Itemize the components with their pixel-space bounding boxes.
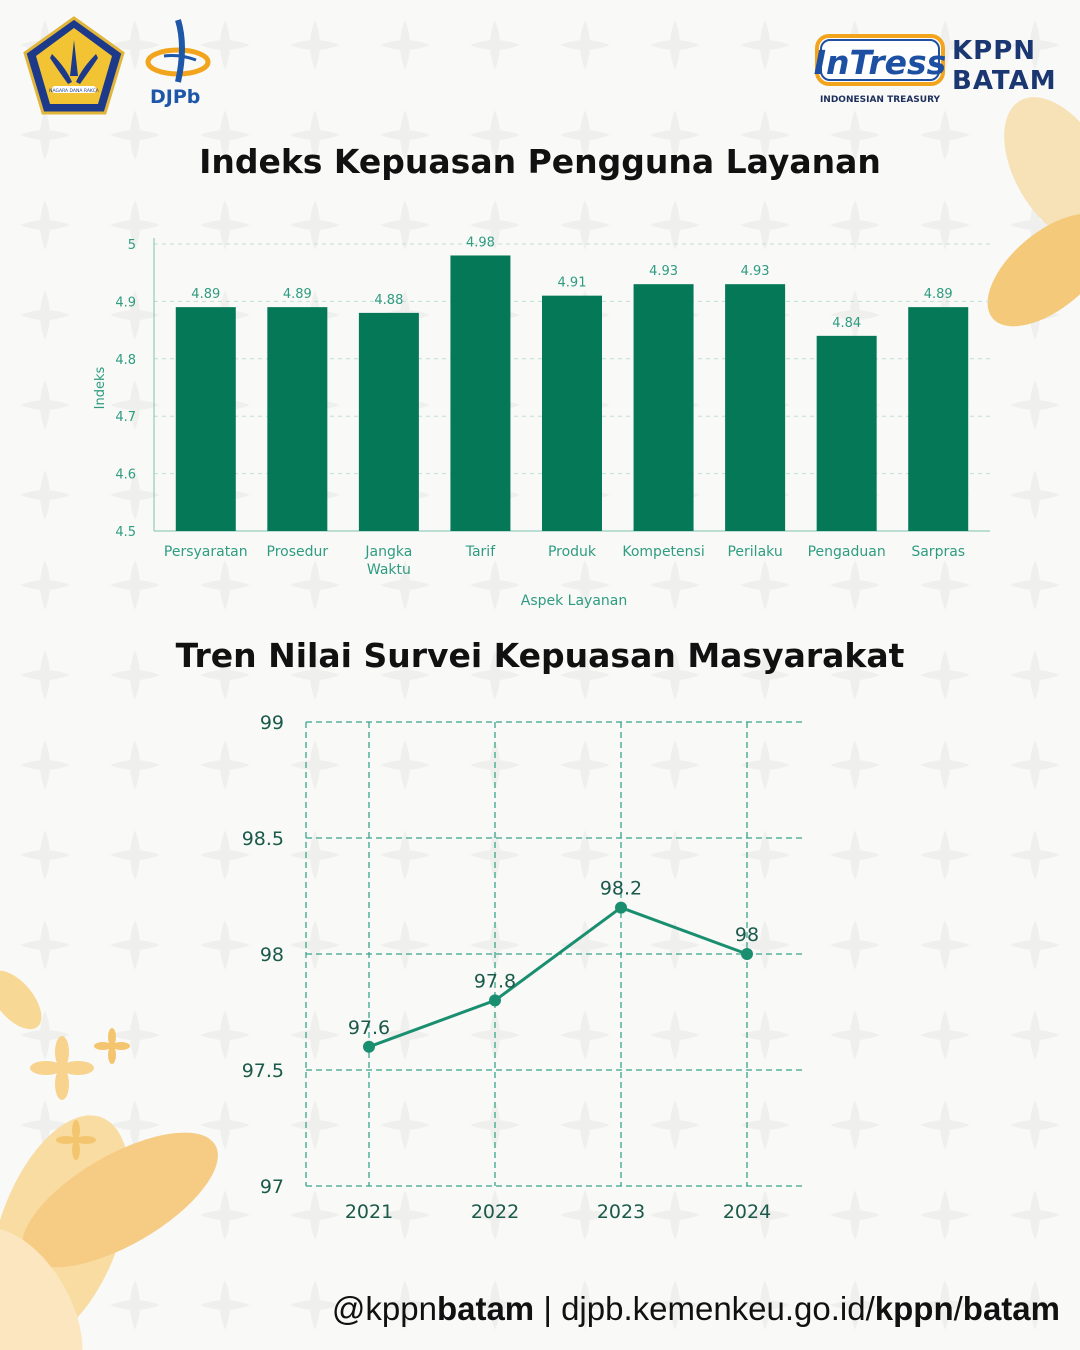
bar-value-label: 4.98 — [466, 235, 495, 250]
intress-logo: InTress INDONESIAN TREASURY — [814, 34, 947, 105]
bar-chart: 4.5 4.6 4.7 4.8 4.9 5 4.89 4.89 4.88 4.98 4.91 4.9… — [93, 235, 990, 609]
bar-category-label: Produk — [548, 544, 597, 560]
bar — [908, 307, 969, 531]
line-point — [615, 901, 627, 914]
line-ytick-label: 98 — [260, 944, 284, 966]
footer-handle-prefix: @kppn — [331, 1290, 437, 1327]
footer-url-bold1: kppn — [874, 1290, 954, 1327]
line-point — [741, 948, 753, 960]
bar-value-label: 4.89 — [191, 287, 220, 302]
flower-top-right — [987, 97, 1080, 327]
bar — [816, 335, 877, 531]
bar-ytick-label: 4.8 — [115, 353, 136, 368]
line-ytick-label: 97.5 — [242, 1060, 284, 1082]
bar-value-label: 4.93 — [649, 264, 678, 279]
djpb-logo — [145, 19, 211, 83]
line-value-label: 98 — [735, 924, 759, 946]
kppn-line1: KPPN — [952, 36, 1037, 66]
bar-ytick-label: 4.5 — [115, 525, 136, 540]
bar-value-label: 4.89 — [283, 287, 312, 302]
intress-sub: INDONESIAN TREASURY — [820, 95, 941, 105]
bar-ytick-label: 4.9 — [115, 295, 136, 310]
flower-bottom-left — [0, 970, 218, 1350]
line-ytick-label: 99 — [260, 712, 284, 734]
footer-separator: | — [534, 1290, 562, 1327]
footer-url-slash: / — [953, 1290, 963, 1327]
line-chart-title: Tren Nilai Survei Kepuasan Masyarakat — [175, 636, 905, 675]
line-ytick-label: 98.5 — [242, 828, 284, 850]
bar-value-label: 4.93 — [741, 264, 770, 279]
bar-category-label: Sarpras — [911, 544, 965, 560]
bar-ytick-label: 4.6 — [115, 468, 136, 483]
bar-value-label: 4.89 — [924, 287, 953, 302]
bar — [267, 307, 328, 531]
kemenkeu-logo: NAGARA DANA RAKCA — [23, 16, 125, 115]
footer-url-bold2: batam — [962, 1290, 1060, 1327]
bar-chart-xlabel: Aspek Layanan — [521, 593, 628, 609]
bar — [175, 307, 236, 531]
bar — [358, 312, 419, 531]
bar — [633, 284, 694, 531]
bar-category-label: Perilaku — [727, 544, 782, 560]
line-value-label: 97.8 — [474, 970, 516, 992]
kppn-line2: BATAM — [952, 66, 1057, 96]
bar-chart-ylabel: Indeks — [93, 366, 108, 409]
line-series — [368, 905, 748, 1049]
line-xtick-label: 2022 — [471, 1201, 519, 1223]
footer-url-plain: djpb.kemenkeu.go.id/ — [561, 1290, 875, 1327]
bar — [542, 295, 602, 531]
line-xtick-label: 2021 — [345, 1201, 393, 1223]
line-xtick-label: 2024 — [723, 1201, 771, 1223]
bar-category-label: Pengaduan — [808, 544, 886, 560]
bar-category-label: Prosedur — [267, 544, 329, 560]
bar-value-label: 4.84 — [832, 316, 861, 331]
djpb-label: DJPb — [150, 86, 201, 108]
bar-ytick-label: 5 — [128, 238, 136, 253]
bar-category-label: Kompetensi — [622, 544, 704, 560]
line-value-label: 98.2 — [600, 878, 642, 900]
bar-value-label: 4.88 — [374, 293, 403, 308]
line-xtick-label: 2023 — [597, 1201, 645, 1223]
footer-contact: @kppnbatam | djpb.kemenkeu.go.id/kppn/ba… — [332, 1290, 1060, 1328]
bar-category-label: Tarif — [465, 544, 496, 560]
line-chart: 97 97.5 98 98.5 99 2021 2022 2023 2024 97.6 97.8… — [242, 712, 806, 1223]
seal-text: NAGARA DANA RAKCA — [49, 88, 100, 94]
line-point — [363, 1040, 375, 1053]
line-value-label: 97.6 — [348, 1017, 390, 1039]
bar-category-label: Persyaratan — [164, 544, 248, 560]
bar-value-label: 4.91 — [558, 276, 587, 291]
intress-logo-text: InTress — [814, 43, 947, 82]
line-point — [489, 994, 501, 1007]
line-ytick-label: 97 — [260, 1176, 284, 1198]
bar-category-label: Jangka Waktu — [364, 544, 412, 578]
bar-chart-title: Indeks Kepuasan Pengguna Layanan — [199, 142, 881, 181]
bar — [725, 284, 786, 531]
bar-ytick-label: 4.7 — [115, 410, 136, 425]
footer-handle-bold: batam — [436, 1290, 535, 1327]
bar — [450, 255, 511, 532]
